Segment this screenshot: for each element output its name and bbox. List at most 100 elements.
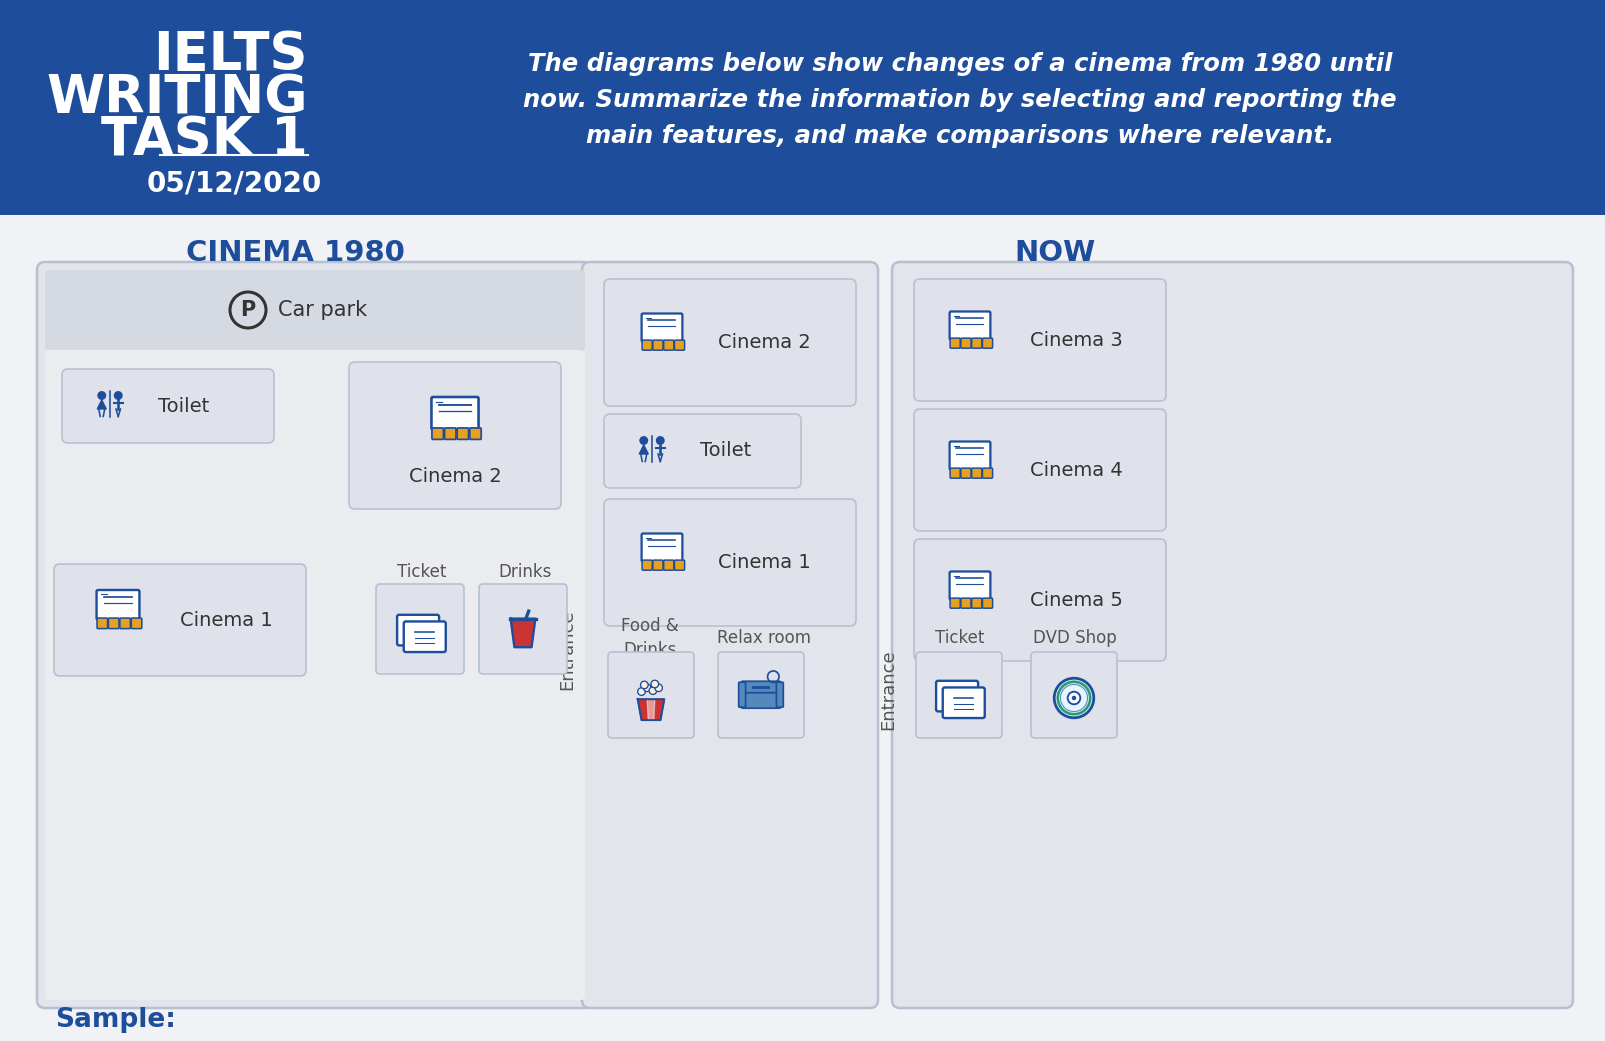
FancyBboxPatch shape [642,560,652,570]
FancyBboxPatch shape [642,533,682,562]
FancyBboxPatch shape [663,340,674,350]
FancyBboxPatch shape [913,279,1165,401]
Text: Cinema 3: Cinema 3 [1029,330,1122,350]
Circle shape [655,684,661,691]
FancyBboxPatch shape [717,652,804,738]
FancyBboxPatch shape [971,338,981,348]
FancyBboxPatch shape [971,599,981,608]
FancyBboxPatch shape [950,599,960,608]
Text: Drinks: Drinks [498,563,552,581]
FancyBboxPatch shape [663,560,674,570]
Text: Ticket: Ticket [396,563,446,581]
FancyBboxPatch shape [960,338,971,348]
FancyBboxPatch shape [45,270,584,350]
FancyBboxPatch shape [949,311,990,339]
FancyBboxPatch shape [982,468,992,478]
FancyBboxPatch shape [775,682,783,707]
Text: TASK 1: TASK 1 [101,115,308,167]
FancyBboxPatch shape [445,428,456,439]
Text: IELTS: IELTS [154,29,308,81]
Text: Cinema 2: Cinema 2 [408,466,501,485]
FancyBboxPatch shape [96,590,140,619]
Circle shape [640,437,647,445]
FancyBboxPatch shape [376,584,464,674]
Circle shape [650,680,658,688]
FancyBboxPatch shape [432,428,443,439]
Text: Food &
Drinks: Food & Drinks [621,617,679,659]
FancyBboxPatch shape [740,692,780,708]
FancyBboxPatch shape [63,369,274,443]
FancyBboxPatch shape [396,615,438,645]
FancyBboxPatch shape [0,0,1605,215]
Text: The diagrams below show changes of a cinema from 1980 until
now. Summarize the i: The diagrams below show changes of a cin… [523,52,1396,149]
Circle shape [637,688,645,695]
FancyBboxPatch shape [674,340,684,350]
Circle shape [656,437,663,445]
Text: Relax room: Relax room [716,629,811,648]
Text: P: P [241,300,255,320]
FancyBboxPatch shape [653,340,663,350]
Text: Cinema 4: Cinema 4 [1029,460,1122,480]
Text: Sample:: Sample: [55,1007,177,1033]
FancyBboxPatch shape [960,468,971,478]
FancyBboxPatch shape [432,397,478,429]
Polygon shape [647,700,655,720]
FancyBboxPatch shape [942,687,984,718]
Text: CINEMA 1980: CINEMA 1980 [186,239,404,266]
FancyBboxPatch shape [982,599,992,608]
FancyBboxPatch shape [581,262,878,1008]
Polygon shape [637,700,664,720]
Circle shape [1059,685,1087,711]
FancyBboxPatch shape [55,564,307,676]
FancyBboxPatch shape [982,338,992,348]
Text: Cinema 5: Cinema 5 [1029,590,1122,609]
FancyBboxPatch shape [915,652,1002,738]
FancyBboxPatch shape [457,428,469,439]
Polygon shape [639,445,648,454]
FancyBboxPatch shape [642,340,652,350]
FancyBboxPatch shape [642,313,682,341]
Polygon shape [98,400,106,409]
FancyBboxPatch shape [949,441,990,469]
FancyBboxPatch shape [653,560,663,570]
Text: 05/12/2020: 05/12/2020 [146,169,321,197]
FancyBboxPatch shape [674,560,684,570]
Text: NOW: NOW [1014,239,1095,266]
FancyBboxPatch shape [971,468,981,478]
FancyBboxPatch shape [603,279,855,406]
FancyBboxPatch shape [608,652,693,738]
Text: DVD Shop: DVD Shop [1032,629,1115,648]
FancyBboxPatch shape [109,618,119,629]
FancyBboxPatch shape [740,681,780,696]
Polygon shape [510,618,534,648]
Circle shape [114,391,122,400]
FancyBboxPatch shape [950,468,960,478]
Text: Toilet: Toilet [700,441,751,460]
FancyBboxPatch shape [403,621,446,652]
Text: Entrance: Entrance [557,610,576,690]
Circle shape [640,681,648,689]
Text: Toilet: Toilet [157,397,209,415]
FancyBboxPatch shape [96,618,108,629]
FancyBboxPatch shape [120,618,130,629]
Circle shape [1071,695,1075,701]
Circle shape [98,391,106,400]
Text: Entrance: Entrance [878,650,897,731]
Circle shape [1053,678,1093,718]
Text: Cinema 1: Cinema 1 [180,610,273,630]
Text: Car park: Car park [278,300,368,320]
FancyBboxPatch shape [37,262,592,1008]
Text: WRITING: WRITING [47,72,308,124]
Circle shape [648,687,656,694]
Circle shape [1067,691,1080,705]
Text: Cinema 1: Cinema 1 [717,553,811,572]
FancyBboxPatch shape [603,499,855,626]
FancyBboxPatch shape [45,350,584,1000]
Text: Ticket: Ticket [934,629,984,648]
FancyBboxPatch shape [936,681,977,711]
FancyBboxPatch shape [960,599,971,608]
FancyBboxPatch shape [949,572,990,600]
FancyBboxPatch shape [891,262,1571,1008]
FancyBboxPatch shape [348,362,560,509]
Circle shape [644,684,650,691]
